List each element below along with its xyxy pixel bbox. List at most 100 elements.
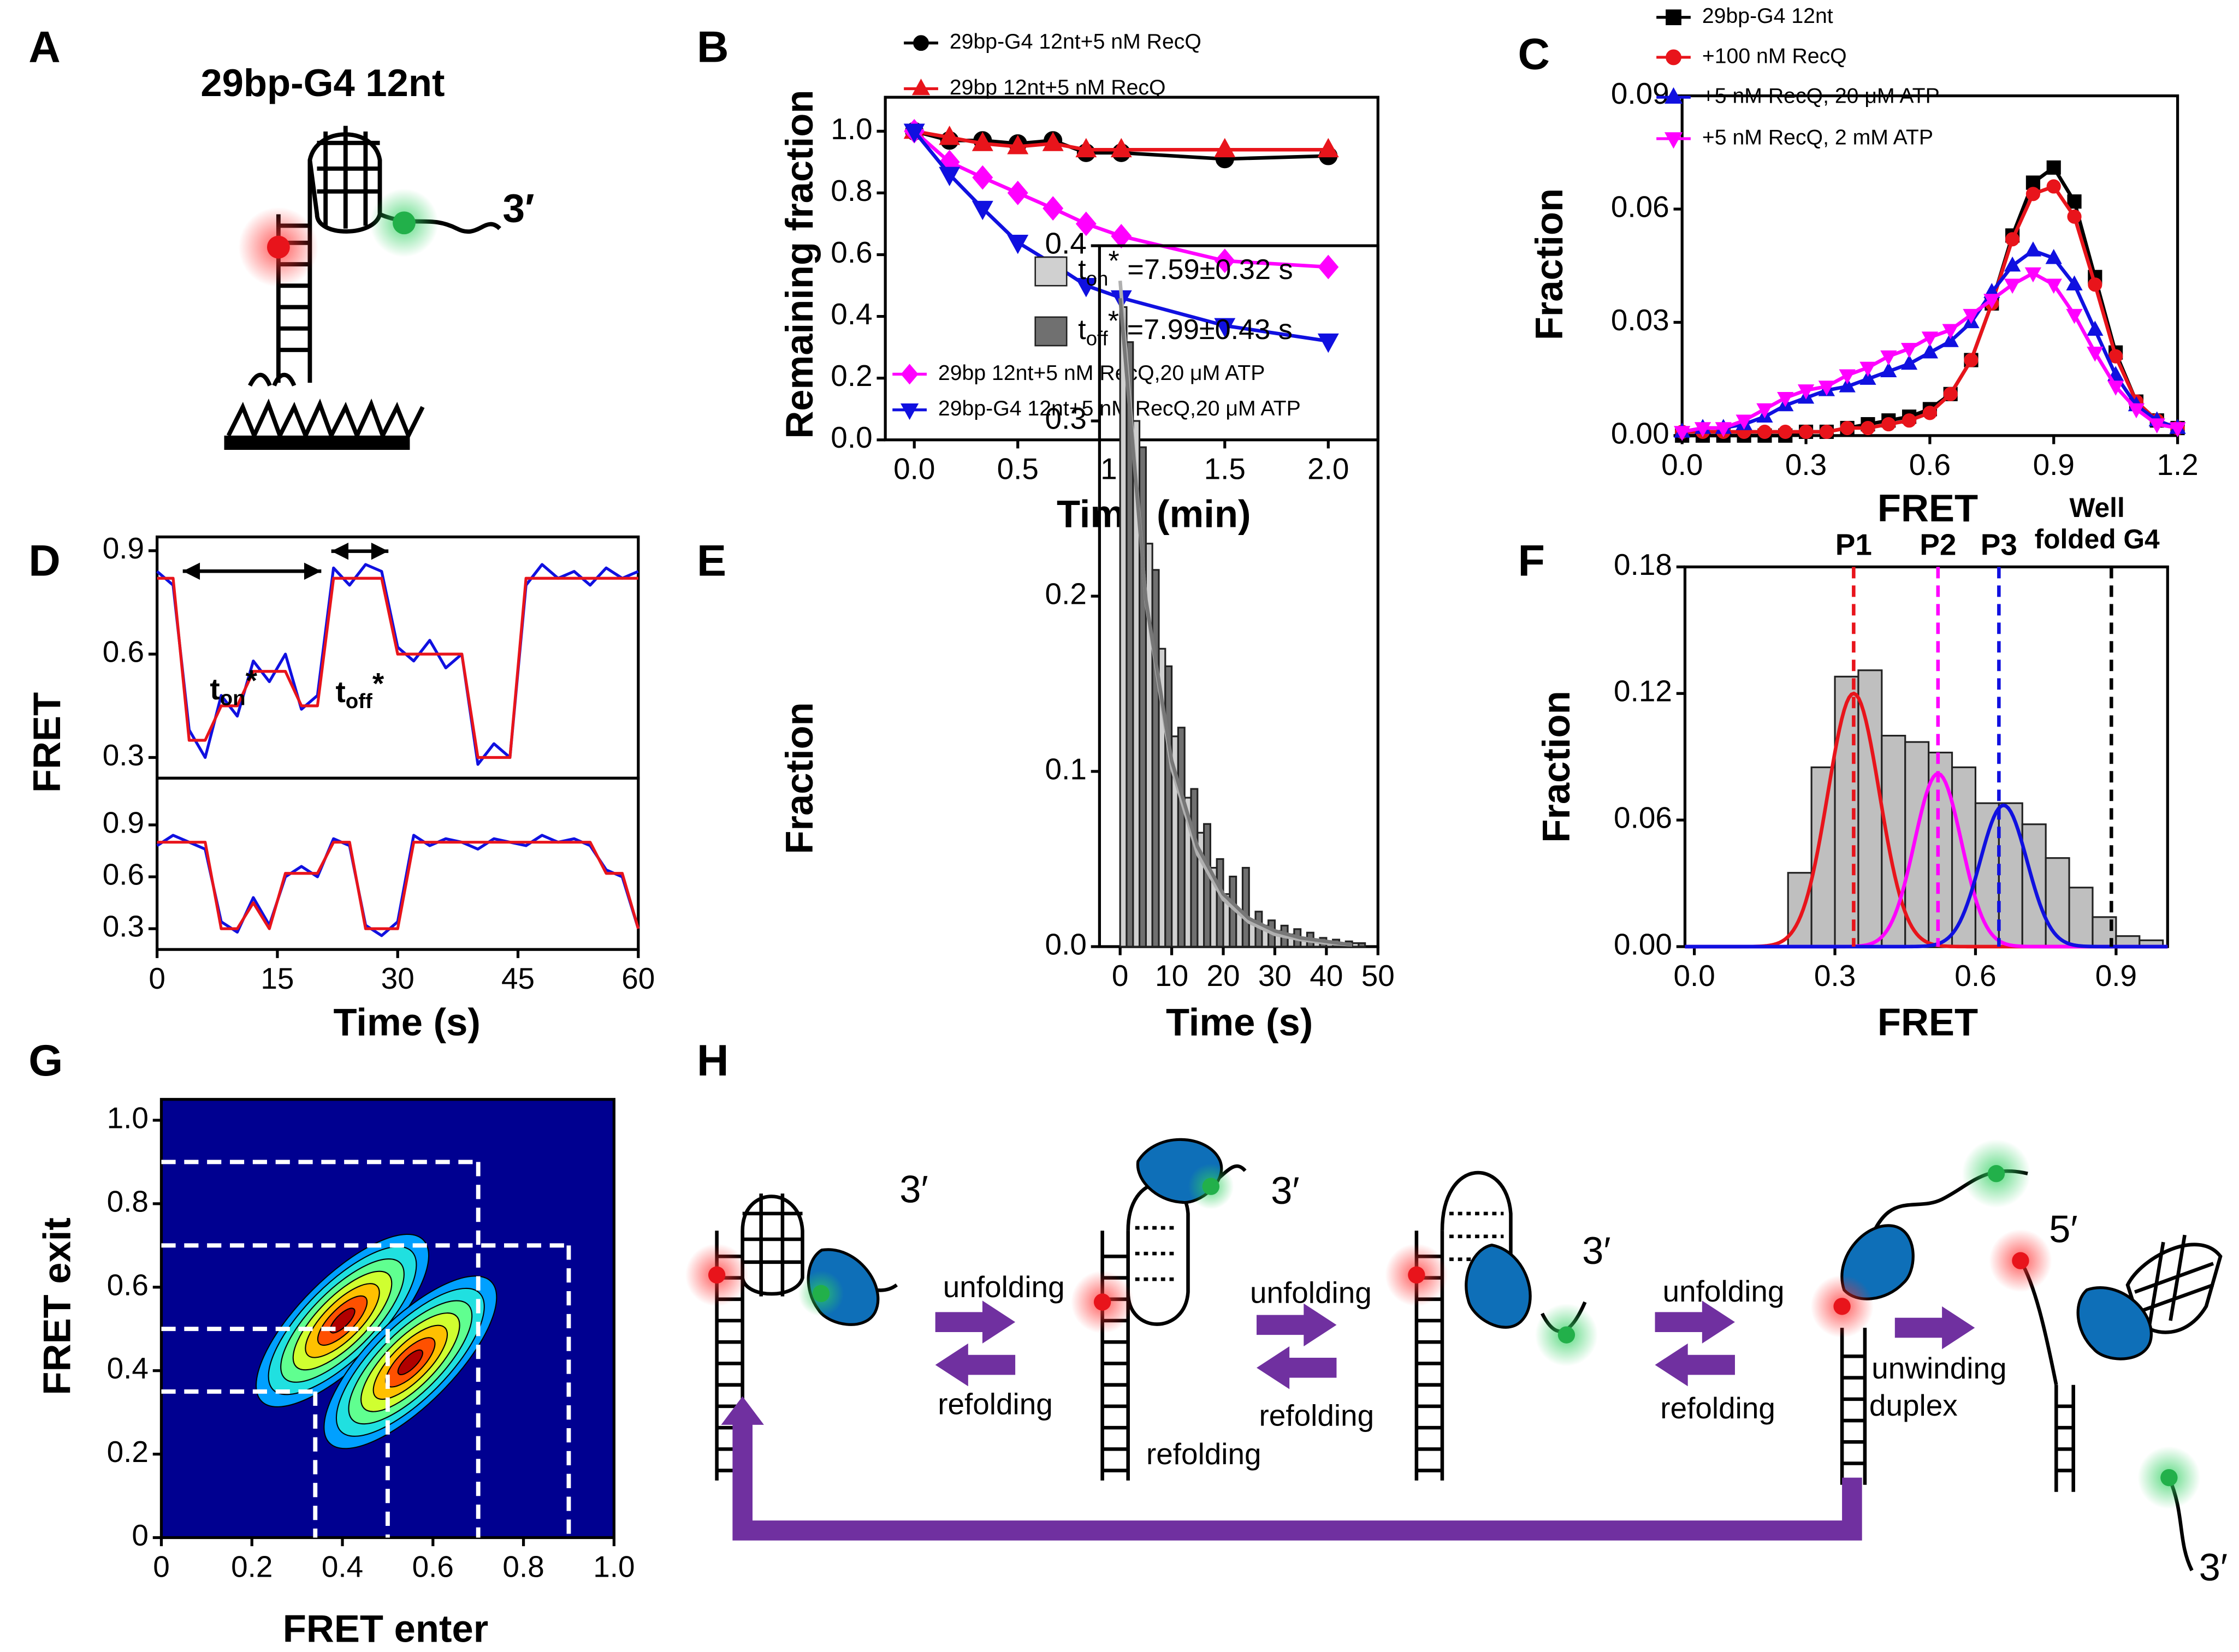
bar	[1203, 823, 1211, 948]
panel-label: E	[697, 537, 726, 586]
y-tick-label: 0.8	[831, 174, 872, 207]
y-tick-label: 0.2	[107, 1435, 149, 1469]
diagram-label: 3′	[1271, 1169, 1300, 1212]
marker	[1664, 132, 1683, 149]
marker	[2087, 347, 2104, 362]
marker	[2066, 308, 2083, 324]
dye	[1202, 1178, 1220, 1195]
x-tick-label: 0.0	[1673, 959, 1715, 993]
x-tick-label: 60	[621, 961, 655, 995]
arrow	[1257, 1303, 1337, 1347]
bar	[2068, 887, 2094, 948]
arrow-head	[182, 562, 200, 580]
y-tick-label: 0.0	[1045, 927, 1087, 961]
feedback-arrow	[732, 1421, 1862, 1541]
legend-swatch	[1034, 256, 1068, 287]
marker	[903, 123, 925, 143]
marker	[2107, 366, 2124, 381]
reference-label: P2	[1920, 527, 1956, 561]
marker	[1819, 424, 1834, 439]
marker	[1902, 413, 1917, 428]
plot-frame	[156, 535, 640, 780]
marker	[939, 126, 961, 145]
marker	[2045, 249, 2062, 264]
legend-label: toff* =7.99±0.43 s	[1078, 305, 1293, 349]
bar	[1177, 727, 1186, 948]
subscript: off	[1086, 327, 1109, 349]
annotation: toff*	[335, 666, 384, 713]
legend-label: +5 nM RecQ, 20 μM ATP	[1702, 84, 1940, 108]
series-line	[157, 577, 638, 759]
marker	[1317, 333, 1339, 353]
x-tick-label: 0.5	[997, 452, 1039, 486]
y-tick-label: 0.03	[1611, 303, 1669, 337]
y-tick-label: 0.09	[1611, 76, 1669, 110]
x-axis-label: Time (min)	[1057, 492, 1251, 536]
marker	[1943, 387, 1958, 401]
y-tick-label: 0.8	[107, 1184, 149, 1218]
legend-label: 29bp 12nt+5 nM RecQ,20 μM ATP	[938, 361, 1265, 385]
marker	[972, 132, 993, 151]
marker	[1839, 377, 1856, 393]
fit-curve	[1685, 803, 2168, 949]
dye	[1408, 1266, 1425, 1284]
legend-label: 29bp-G4 12nt+5 nM RecQ	[950, 29, 1201, 54]
x-tick-label: 0	[1112, 959, 1129, 993]
marker	[1694, 422, 1711, 437]
y-tick-label: 0.9	[103, 531, 144, 565]
marker	[1839, 369, 1856, 385]
arrow	[935, 1300, 1016, 1344]
marker	[1214, 248, 1235, 274]
series-line	[1118, 298, 1353, 947]
y-tick-label: 0.06	[1614, 801, 1672, 835]
text-part: =7.99±0.43 s	[1119, 314, 1293, 346]
marker	[1840, 420, 1855, 436]
x-tick-label: 2.0	[1307, 452, 1349, 486]
y-tick-label: 0.3	[103, 910, 144, 943]
x-tick-label: 30	[381, 961, 414, 995]
x-tick-label: 0.2	[231, 1550, 273, 1584]
dye	[266, 235, 290, 259]
bar	[1241, 866, 1250, 948]
marker	[2025, 187, 2040, 201]
marker	[2005, 232, 2020, 247]
bar	[1119, 306, 1128, 948]
x-tick-label: 0.3	[1785, 448, 1827, 482]
y-tick-label: 0.2	[1045, 577, 1087, 611]
dye	[2160, 1469, 2178, 1487]
x-tick-label: 0	[149, 961, 165, 995]
marker	[1922, 406, 1937, 420]
marker	[1859, 370, 1876, 385]
marker	[1715, 422, 1732, 437]
bar	[1139, 446, 1147, 948]
diagram-label: unfolding	[1663, 1274, 1785, 1308]
arrow	[1894, 1306, 1975, 1350]
text-part: t	[1078, 254, 1086, 286]
marker	[1818, 381, 1835, 396]
series-line	[156, 834, 640, 937]
annotation: ton*	[210, 663, 257, 710]
marker	[2128, 403, 2145, 419]
marker	[1881, 417, 1896, 432]
arrow-head	[304, 562, 322, 580]
legend-label: 29bp-G4 12nt	[1702, 4, 1833, 28]
marker	[2066, 275, 2083, 290]
reference-label: P1	[1835, 527, 1872, 561]
marker	[1075, 138, 1097, 158]
x-tick-label: 0.6	[1909, 448, 1951, 482]
x-tick-label: 0.8	[502, 1550, 544, 1584]
bar	[1216, 858, 1224, 948]
marker	[1880, 350, 1897, 366]
y-tick-label: 0.3	[1045, 402, 1087, 436]
marker	[1798, 424, 1814, 439]
marker	[1075, 211, 1097, 236]
dye	[1833, 1298, 1851, 1315]
marker	[1942, 324, 1959, 340]
x-axis-label: FRET	[1877, 486, 1978, 530]
marker	[1983, 294, 2000, 309]
y-axis-label: FRET	[25, 692, 68, 793]
text-part: t	[1078, 314, 1086, 346]
y-tick-label: 1.0	[831, 112, 872, 146]
diagram-title: 29bp-G4 12nt	[200, 61, 445, 104]
diagram-label: refolding	[938, 1387, 1053, 1421]
